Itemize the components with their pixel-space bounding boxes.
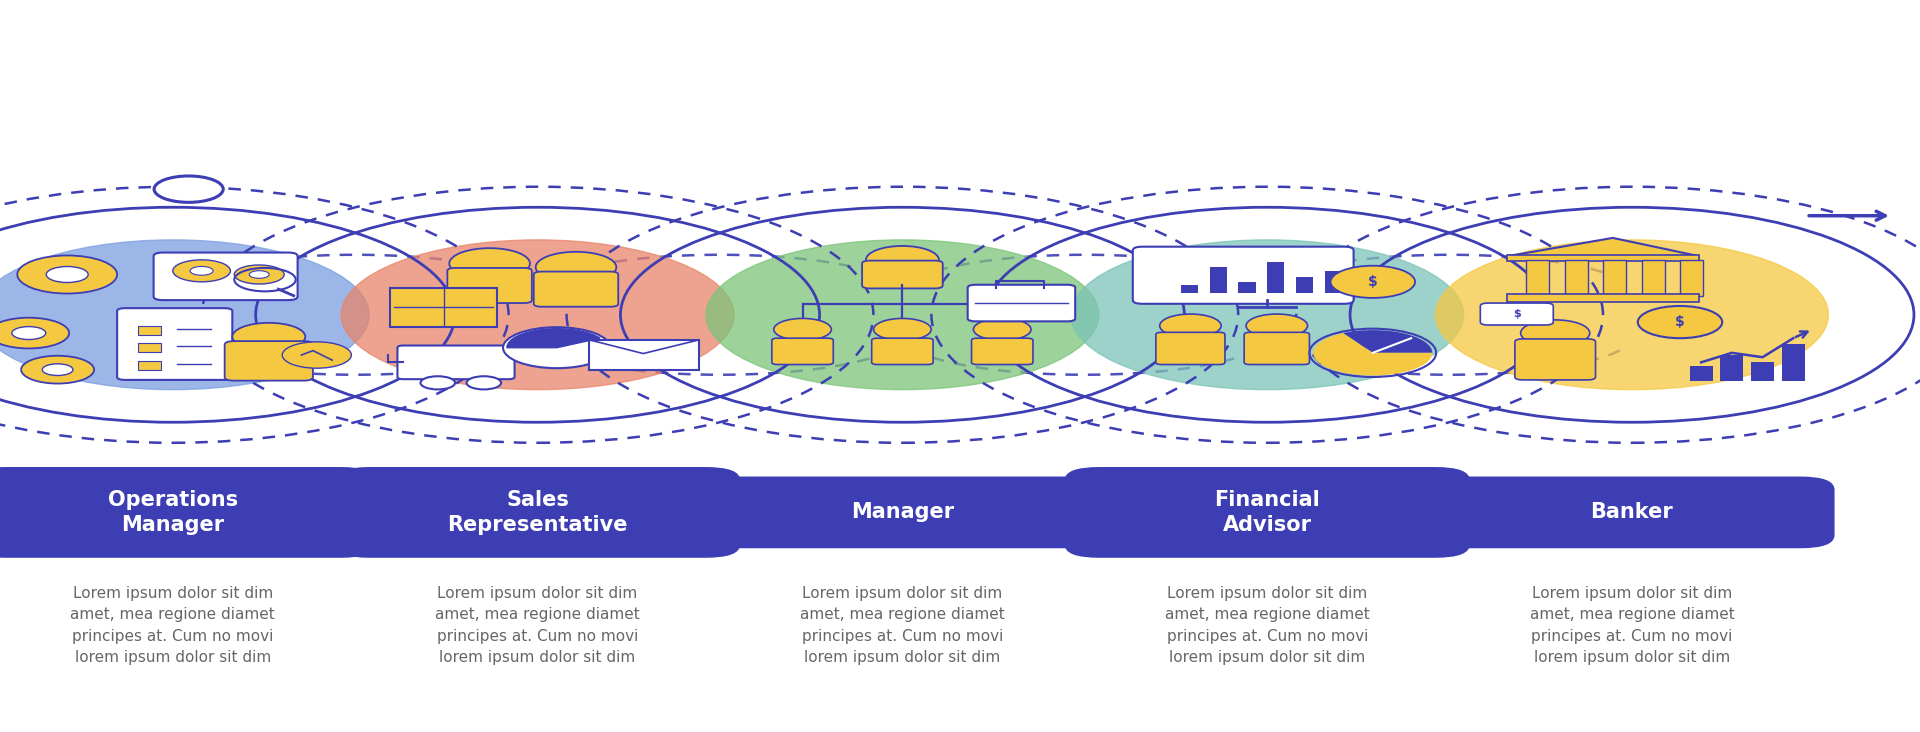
Text: Manager: Manager: [851, 502, 954, 523]
Bar: [1238, 282, 1256, 293]
Bar: [138, 361, 161, 370]
Bar: [1325, 271, 1342, 293]
Text: Sales
Representative: Sales Representative: [447, 490, 628, 535]
Circle shape: [173, 260, 230, 282]
FancyBboxPatch shape: [1480, 303, 1553, 325]
FancyBboxPatch shape: [1428, 477, 1834, 548]
Circle shape: [1160, 314, 1221, 337]
Circle shape: [1331, 266, 1415, 298]
Circle shape: [0, 318, 69, 348]
FancyBboxPatch shape: [968, 285, 1075, 321]
FancyBboxPatch shape: [862, 261, 943, 288]
Bar: [1565, 260, 1588, 296]
Bar: [1507, 255, 1699, 261]
Circle shape: [282, 342, 351, 368]
Bar: [1603, 260, 1626, 296]
Bar: [1690, 366, 1713, 381]
Bar: [1751, 362, 1774, 381]
FancyBboxPatch shape: [699, 477, 1104, 548]
Text: $: $: [1367, 274, 1379, 289]
Bar: [1296, 277, 1313, 293]
Circle shape: [707, 240, 1098, 389]
FancyBboxPatch shape: [1064, 467, 1471, 558]
Circle shape: [503, 327, 611, 368]
Text: Lorem ipsum dolor sit dim
amet, mea regione diamet
principes at. Cum no movi
lor: Lorem ipsum dolor sit dim amet, mea regi…: [436, 586, 639, 665]
FancyBboxPatch shape: [1133, 247, 1354, 304]
FancyBboxPatch shape: [772, 338, 833, 365]
Circle shape: [866, 246, 939, 274]
Circle shape: [190, 266, 213, 275]
Text: Lorem ipsum dolor sit dim
amet, mea regione diamet
principes at. Cum no movi
lor: Lorem ipsum dolor sit dim amet, mea regi…: [71, 586, 275, 665]
Circle shape: [874, 318, 931, 340]
Text: Financial
Advisor: Financial Advisor: [1213, 490, 1321, 535]
Bar: [1267, 262, 1284, 293]
FancyBboxPatch shape: [397, 346, 515, 379]
FancyBboxPatch shape: [589, 340, 699, 370]
FancyBboxPatch shape: [0, 467, 376, 558]
FancyBboxPatch shape: [117, 308, 232, 380]
Circle shape: [467, 376, 501, 389]
Circle shape: [536, 252, 616, 283]
Bar: [138, 326, 161, 335]
FancyBboxPatch shape: [154, 253, 298, 300]
FancyBboxPatch shape: [336, 467, 741, 558]
Bar: [138, 343, 161, 352]
Circle shape: [1638, 306, 1722, 338]
FancyBboxPatch shape: [1515, 339, 1596, 380]
Circle shape: [250, 271, 269, 278]
FancyBboxPatch shape: [225, 341, 313, 381]
Circle shape: [0, 240, 369, 389]
FancyBboxPatch shape: [872, 338, 933, 365]
Circle shape: [1246, 314, 1308, 337]
FancyBboxPatch shape: [1156, 332, 1225, 365]
Bar: [1782, 344, 1805, 381]
Circle shape: [21, 356, 94, 384]
FancyBboxPatch shape: [972, 338, 1033, 365]
Text: $: $: [1674, 315, 1686, 329]
FancyBboxPatch shape: [1244, 332, 1309, 365]
Text: Lorem ipsum dolor sit dim
amet, mea regione diamet
principes at. Cum no movi
lor: Lorem ipsum dolor sit dim amet, mea regi…: [1165, 586, 1369, 665]
Circle shape: [42, 364, 73, 376]
Circle shape: [420, 376, 455, 389]
Wedge shape: [1313, 333, 1432, 376]
FancyBboxPatch shape: [390, 288, 497, 327]
Wedge shape: [507, 329, 601, 348]
Circle shape: [1521, 320, 1590, 346]
Wedge shape: [1344, 330, 1432, 353]
Circle shape: [1436, 240, 1828, 389]
Bar: [1181, 285, 1198, 293]
Polygon shape: [1507, 238, 1699, 256]
Bar: [1680, 260, 1703, 296]
Text: $: $: [1513, 309, 1521, 319]
Bar: [1507, 294, 1699, 302]
Circle shape: [973, 318, 1031, 340]
FancyBboxPatch shape: [447, 268, 532, 303]
FancyBboxPatch shape: [534, 272, 618, 307]
Bar: [1642, 260, 1665, 296]
Text: Lorem ipsum dolor sit dim
amet, mea regione diamet
principes at. Cum no movi
lor: Lorem ipsum dolor sit dim amet, mea regi…: [1530, 586, 1734, 665]
Circle shape: [342, 240, 733, 389]
Bar: [1526, 260, 1549, 296]
Bar: [1210, 267, 1227, 293]
Circle shape: [774, 318, 831, 340]
Circle shape: [1071, 240, 1463, 389]
Text: Banker: Banker: [1590, 502, 1674, 523]
Circle shape: [46, 266, 88, 283]
Circle shape: [12, 326, 46, 340]
Text: Lorem ipsum dolor sit dim
amet, mea regione diamet
principes at. Cum no movi
lor: Lorem ipsum dolor sit dim amet, mea regi…: [801, 586, 1004, 665]
Circle shape: [234, 265, 284, 284]
Bar: [1720, 355, 1743, 381]
Circle shape: [17, 255, 117, 294]
Text: Operations
Manager: Operations Manager: [108, 490, 238, 535]
Circle shape: [154, 176, 223, 202]
Circle shape: [232, 323, 305, 351]
Circle shape: [449, 248, 530, 279]
